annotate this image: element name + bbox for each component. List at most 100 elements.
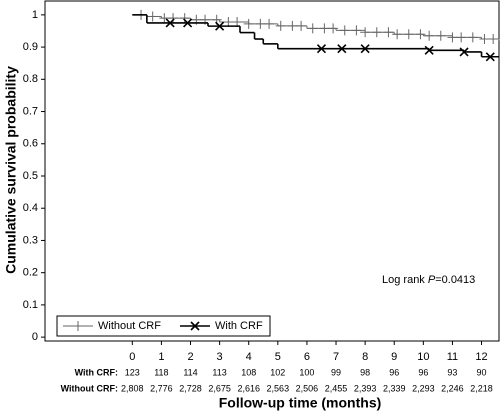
x-tick-label: 4 <box>246 351 252 363</box>
risk-value: 102 <box>270 367 285 377</box>
risk-value: 108 <box>241 367 256 377</box>
censor-mark <box>307 23 318 34</box>
censor-mark <box>479 34 490 45</box>
risk-value: 93 <box>447 367 457 377</box>
censor-mark <box>275 20 286 31</box>
censor-mark <box>264 18 275 29</box>
x-tick-label: 10 <box>417 351 429 363</box>
annotation-text: =0.0413 <box>435 274 475 286</box>
risk-value: 2,293 <box>412 383 435 393</box>
censor-mark <box>165 18 175 28</box>
y-tick-label: 0.6 <box>23 138 38 150</box>
y-tick-label: 0.7 <box>23 105 38 117</box>
censor-mark <box>183 18 193 28</box>
censor-mark <box>147 11 158 22</box>
censor-mark <box>287 20 298 31</box>
legend-box <box>56 315 271 337</box>
legend-marker <box>73 321 83 331</box>
legend-marker <box>190 321 200 331</box>
risk-value: 96 <box>418 367 428 377</box>
x-tick-label: 9 <box>391 351 397 363</box>
x-tick-label: 0 <box>129 351 135 363</box>
x-tick-label: 7 <box>333 351 339 363</box>
censor-mark <box>159 13 170 24</box>
y-tick-label: 0.9 <box>23 41 38 53</box>
censor-mark <box>403 29 414 40</box>
risk-value: 98 <box>360 367 370 377</box>
censor-mark <box>447 32 458 43</box>
censor-mark <box>456 32 467 43</box>
risk-value: 2,218 <box>470 383 493 393</box>
risk-value: 100 <box>299 367 314 377</box>
censor-mark <box>415 29 426 40</box>
risk-value: 90 <box>477 367 487 377</box>
x-tick-label: 6 <box>304 351 310 363</box>
censor-mark <box>223 16 234 27</box>
risk-value: 2,616 <box>237 383 260 393</box>
risk-value: 2,339 <box>383 383 406 393</box>
y-tick-label: 0.5 <box>23 170 38 182</box>
annotation-text: P <box>428 274 436 286</box>
censor-mark <box>383 27 394 38</box>
risk-value: 2,808 <box>121 383 144 393</box>
annotation: Log rank P=0.0413 <box>382 274 475 286</box>
annotation-text: Log rank <box>382 274 428 286</box>
risk-value: 2,728 <box>179 383 202 393</box>
risk-value: 2,675 <box>208 383 231 393</box>
censor-mark <box>215 21 225 31</box>
censor-mark <box>232 16 243 27</box>
censor-mark <box>360 44 370 54</box>
censor-mark <box>424 30 435 41</box>
risk-row-label: With CRF: <box>75 367 118 377</box>
censor-mark <box>392 29 403 40</box>
y-tick-label: 1 <box>32 9 38 21</box>
censor-mark <box>488 34 499 45</box>
x-axis-label: Follow-up time (months) <box>219 395 382 411</box>
risk-value: 2,506 <box>296 383 319 393</box>
censor-mark <box>316 44 327 54</box>
legend-label: With CRF <box>215 320 263 332</box>
risk-value: 2,455 <box>325 383 348 393</box>
y-tick-label: 0 <box>32 331 38 343</box>
censor-mark <box>243 18 254 29</box>
risk-value: 2,393 <box>354 383 377 393</box>
censor-mark <box>371 27 382 38</box>
y-tick-label: 0.3 <box>23 234 38 246</box>
risk-value: 123 <box>125 367 140 377</box>
censor-mark <box>467 32 478 43</box>
risk-value: 114 <box>183 367 197 377</box>
censor-mark <box>319 23 330 34</box>
risk-value: 2,246 <box>441 383 464 393</box>
censor-mark <box>351 25 362 36</box>
x-tick-label: 8 <box>362 351 368 363</box>
censor-mark <box>339 25 350 36</box>
risk-value: 99 <box>331 367 341 377</box>
x-tick-label: 2 <box>187 351 193 363</box>
censor-mark <box>459 47 469 57</box>
censor-mark <box>296 20 307 31</box>
risk-value: 2,776 <box>150 383 173 393</box>
risk-row-label: Without CRF: <box>61 383 118 393</box>
risk-value: 2,563 <box>267 383 290 393</box>
legend-label: Without CRF <box>98 320 161 332</box>
y-tick-label: 0.2 <box>23 267 38 279</box>
y-tick-label: 0.8 <box>23 73 38 85</box>
censor-mark <box>424 45 434 55</box>
risk-value: 96 <box>389 367 399 377</box>
censor-mark <box>168 13 179 24</box>
x-tick-label: 12 <box>475 351 487 363</box>
censor-mark <box>485 52 495 62</box>
y-tick-label: 0.4 <box>23 202 38 214</box>
x-tick-label: 3 <box>217 351 223 363</box>
censor-mark <box>255 18 266 29</box>
x-tick-label: 1 <box>158 351 164 363</box>
risk-value: 118 <box>154 367 168 377</box>
risk-value: 113 <box>212 367 226 377</box>
x-tick-label: 11 <box>447 351 458 363</box>
censor-mark <box>179 13 190 24</box>
y-axis-label: Cumulative survival probability <box>3 66 19 274</box>
censor-mark <box>337 44 347 54</box>
plot-frame <box>44 0 500 342</box>
x-tick-label: 5 <box>275 351 281 363</box>
